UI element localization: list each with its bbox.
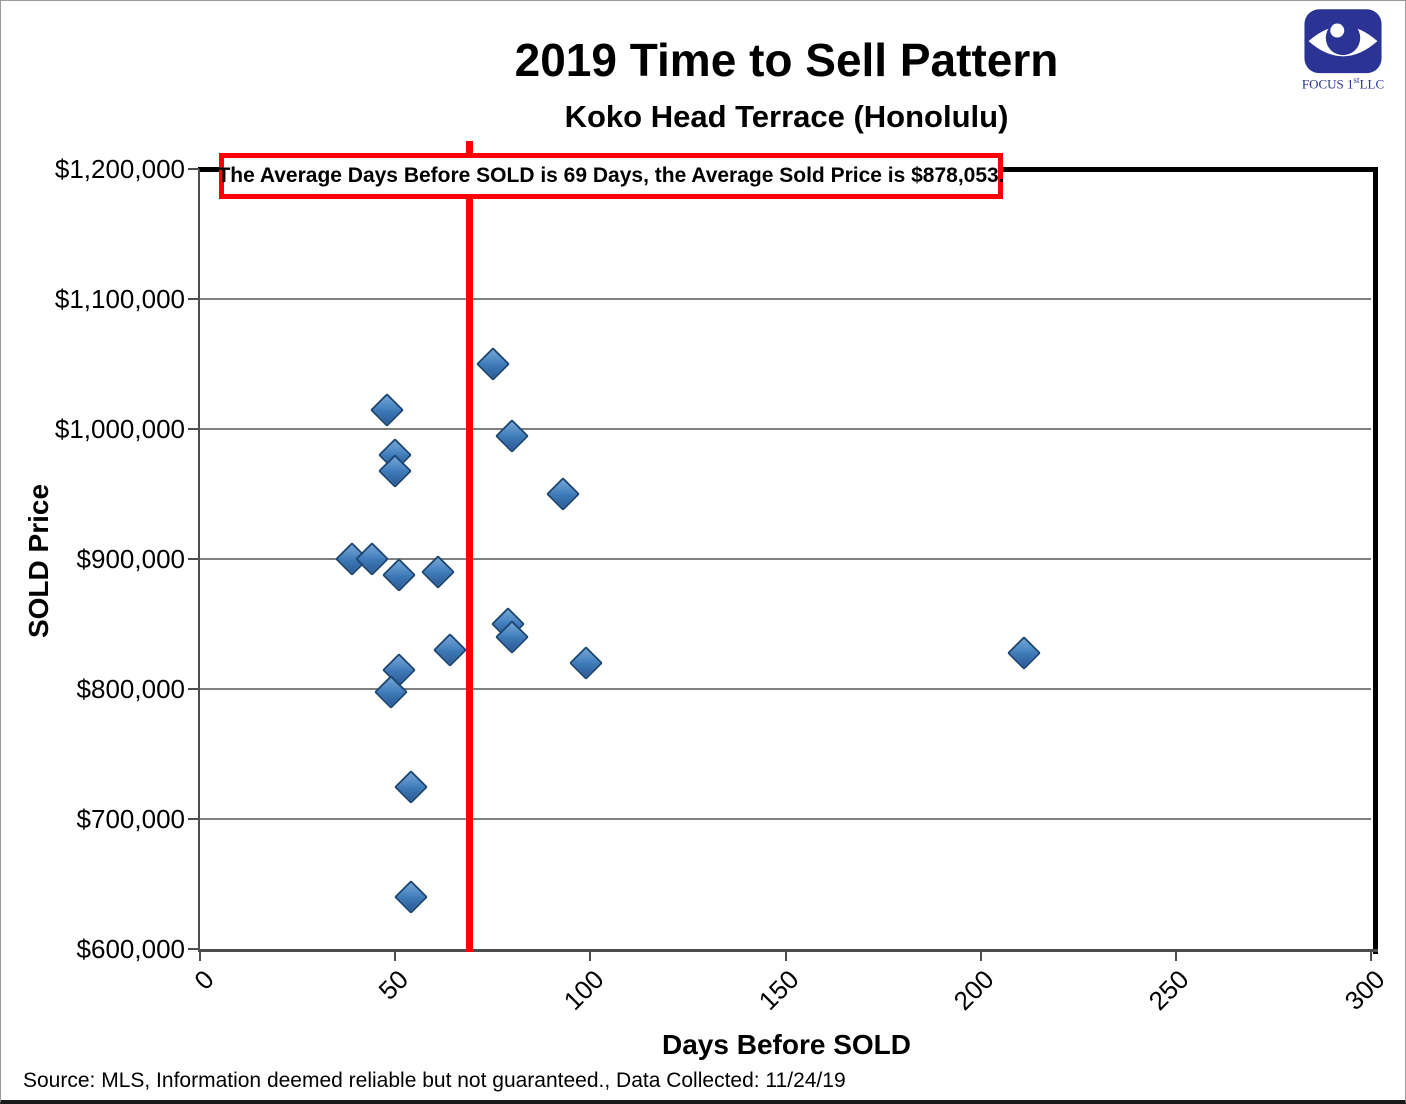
data-point-marker	[382, 557, 417, 592]
x-axis-line	[198, 949, 1378, 952]
page-title: 2019 Time to Sell Pattern	[514, 34, 1059, 86]
x-tick-label: 200	[947, 964, 1000, 1016]
data-point-marker	[421, 555, 456, 589]
y-axis-tick	[188, 948, 199, 950]
gridline	[200, 428, 1371, 430]
y-tick-label: $700,000	[76, 804, 185, 834]
data-point-marker	[432, 633, 467, 667]
y-tick-label: $600,000	[76, 934, 185, 964]
data-point-marker	[393, 880, 428, 914]
y-axis-tick	[188, 428, 199, 430]
x-tick-label: 250	[1143, 964, 1196, 1016]
x-tick-label: 50	[372, 964, 415, 1006]
gridline	[200, 558, 1371, 560]
x-axis-tick	[1370, 952, 1372, 961]
data-point-marker	[546, 477, 580, 511]
data-point-marker	[370, 392, 405, 427]
page-subtitle: Koko Head Terrace (Honolulu)	[564, 99, 1009, 134]
data-point-marker	[495, 418, 530, 453]
average-days-line	[465, 141, 473, 952]
data-point-marker	[1006, 635, 1041, 670]
y-axis-line	[198, 169, 200, 951]
x-axis-tick	[589, 952, 592, 961]
y-axis-title: SOLD Price	[23, 483, 54, 639]
data-point-marker	[354, 542, 389, 576]
eye-logo-icon	[1293, 9, 1393, 75]
x-axis-tick	[199, 952, 201, 961]
y-tick-label: $1,000,000	[54, 414, 185, 444]
y-axis-tick	[188, 168, 199, 170]
data-point-marker	[569, 646, 604, 680]
gridline	[200, 818, 1371, 820]
x-axis-tick	[979, 952, 982, 961]
company-logo: FOCUS 1stLLC	[1293, 9, 1393, 92]
logo-text: FOCUS 1stLLC	[1301, 75, 1385, 92]
x-tick-label: 100	[557, 964, 610, 1016]
y-tick-label: $800,000	[76, 674, 185, 704]
x-tick-label: 150	[752, 964, 805, 1016]
x-tick-label: 300	[1338, 964, 1391, 1016]
x-axis-tick	[394, 952, 397, 961]
x-axis-title: Days Before SOLD	[662, 1029, 911, 1060]
x-axis-tick	[784, 952, 787, 961]
data-point-marker	[475, 347, 510, 381]
y-axis-tick	[188, 558, 199, 560]
y-axis-tick	[188, 688, 199, 690]
y-axis-tick	[188, 818, 199, 820]
x-tick-label: 0	[187, 964, 220, 996]
data-point-marker	[393, 769, 428, 804]
x-axis-tick	[1174, 952, 1177, 961]
y-tick-label: $1,100,000	[54, 284, 185, 314]
y-tick-label: $1,200,000	[54, 154, 185, 184]
annotation-box: The Average Days Before SOLD is 69 Days,…	[217, 153, 1005, 199]
y-tick-label: $900,000	[76, 544, 185, 574]
annotation-text: The Average Days Before SOLD is 69 Days,…	[217, 164, 1005, 187]
gridline	[200, 298, 1371, 300]
plot-right-border	[1373, 167, 1378, 954]
y-axis-tick	[188, 298, 199, 300]
gridline	[200, 688, 1371, 690]
source-note: Source: MLS, Information deemed reliable…	[23, 1069, 846, 1092]
